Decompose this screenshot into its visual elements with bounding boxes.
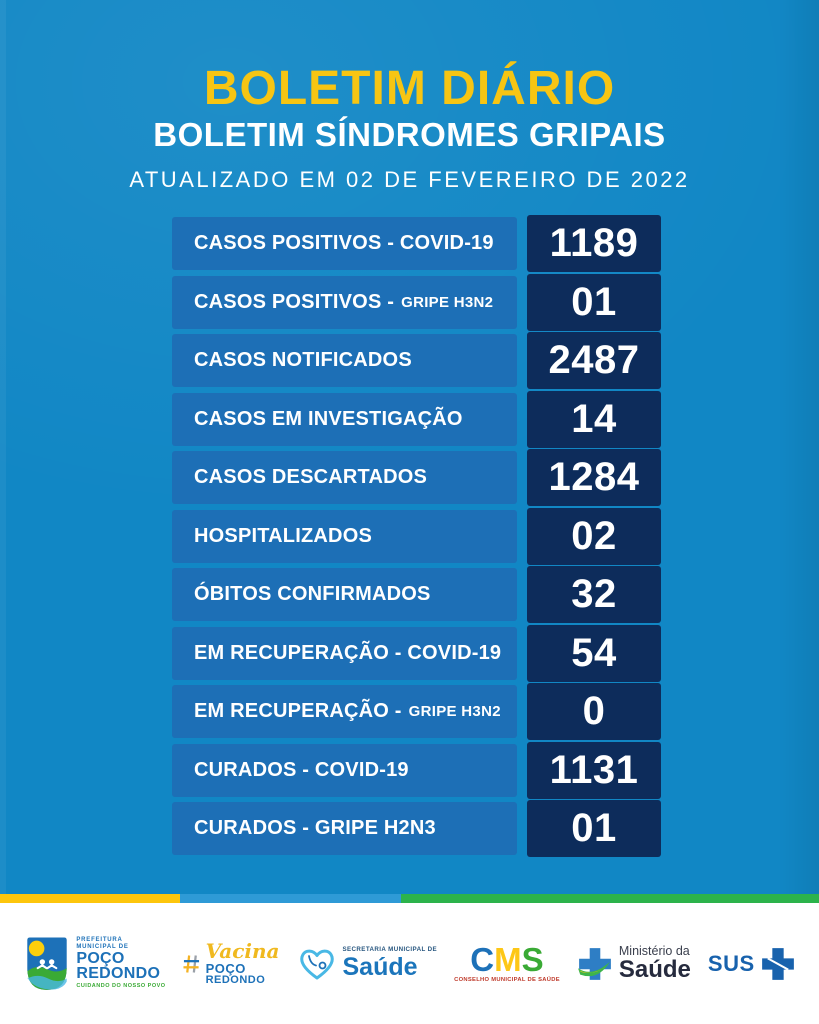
row-label-text: CASOS POSITIVOS - COVID-19 <box>194 232 494 254</box>
prefeitura-line1: PREFEITURA <box>76 937 123 944</box>
table-row: CURADOS - COVID-19 1131 <box>172 741 661 799</box>
prefeitura-tagline: CUIDANDO DO NOSSO POVO <box>76 983 166 990</box>
secretaria-text-block: SECRETARIA MUNICIPAL DE Saúde <box>343 947 438 979</box>
row-label-suffix: GRIPE H3N2 <box>401 293 494 311</box>
updated-date-line: ATUALIZADO EM 02 DE FEVEREIRO DE 2022 <box>129 167 690 193</box>
secretaria-small-text: SECRETARIA MUNICIPAL DE <box>342 946 438 954</box>
stripe-green-segment <box>401 894 819 903</box>
logo-vacina-poco-redondo: Vacina POÇO REDONDO <box>183 941 280 986</box>
cms-letter-m: M <box>494 941 522 979</box>
row-value: 01 <box>527 273 661 331</box>
page-title: BOLETIM DIÁRIO <box>203 62 616 115</box>
logo-ministerio-saude: Ministério da Saúde <box>577 945 691 983</box>
vacina-name1: POÇO <box>205 961 246 976</box>
cms-letters: CMS <box>470 943 543 976</box>
row-value: 2487 <box>527 332 661 389</box>
ministerio-cross-icon <box>577 947 611 980</box>
secretaria-big-text: Saúde <box>342 952 418 981</box>
row-value: 0 <box>527 683 661 740</box>
row-label-text: ÓBITOS CONFIRMADOS <box>194 583 431 605</box>
heart-stethoscope-icon <box>299 949 334 979</box>
row-label-suffix: GRIPE H3N2 <box>408 703 501 720</box>
logo-secretaria-saude: SECRETARIA MUNICIPAL DE Saúde <box>297 946 438 982</box>
table-row: ÓBITOS CONFIRMADOS 32 <box>172 566 661 623</box>
row-value: 14 <box>527 390 661 448</box>
logo-cms: CMS CONSELHO MUNICIPAL DE SAÚDE <box>454 943 560 984</box>
ministerio-text-block: Ministério da Saúde <box>619 945 691 983</box>
row-label-text: CASOS EM INVESTIGAÇÃO <box>194 407 463 430</box>
table-row: CASOS NOTIFICADOS 2487 <box>172 332 661 389</box>
row-label: CASOS POSITIVOS - GRIPE H3N2 <box>172 275 517 329</box>
page-subtitle: BOLETIM SÍNDROMES GRIPAIS <box>153 116 666 154</box>
row-label: ÓBITOS CONFIRMADOS <box>172 568 517 621</box>
row-label-text: CASOS DESCARTADOS <box>194 466 428 488</box>
cms-letter-s: S <box>521 941 544 979</box>
table-row: CASOS POSITIVOS - COVID-19 1189 <box>172 215 661 272</box>
table-row: CASOS POSITIVOS - GRIPE H3N2 01 <box>172 273 661 331</box>
prefeitura-name1: POÇO <box>76 950 125 968</box>
prefeitura-shield-icon <box>27 937 68 990</box>
row-value: 1189 <box>527 215 661 272</box>
row-value: 1131 <box>527 741 661 799</box>
prefeitura-name2: REDONDO <box>76 965 161 983</box>
row-label-text: CASOS NOTIFICADOS <box>194 349 412 371</box>
row-value: 32 <box>527 566 661 623</box>
row-label: CASOS NOTIFICADOS <box>172 334 517 387</box>
row-label-text: CURADOS - GRIPE H2N3 <box>194 817 436 839</box>
vacina-text-block: Vacina POÇO REDONDO <box>206 941 280 986</box>
row-value: 02 <box>527 507 661 565</box>
stats-table: CASOS POSITIVOS - COVID-19 1189 CASOS PO… <box>172 215 661 861</box>
stripe-blue-segment <box>180 894 402 903</box>
row-label: EM RECUPERAÇÃO - GRIPE H3N2 <box>172 685 517 738</box>
ministerio-small-text: Ministério da <box>618 943 690 958</box>
row-label: CASOS POSITIVOS - COVID-19 <box>172 217 517 270</box>
prefeitura-text-block: PREFEITURA MUNICIPAL DE POÇO REDONDO CUI… <box>76 937 165 990</box>
sus-cross-icon <box>761 947 794 980</box>
table-row: CURADOS - GRIPE H2N3 01 <box>172 800 661 857</box>
row-value: 54 <box>527 624 661 682</box>
row-label: CASOS DESCARTADOS <box>172 451 517 504</box>
footer-stripe <box>0 894 819 903</box>
sus-text: SUS <box>707 950 755 976</box>
row-label: CURADOS - GRIPE H2N3 <box>172 802 517 855</box>
row-label-text: EM RECUPERAÇÃO - <box>194 700 402 722</box>
ministerio-big-text: Saúde <box>618 956 691 984</box>
prefeitura-line2: MUNICIPAL DE <box>76 944 129 951</box>
table-row: HOSPITALIZADOS 02 <box>172 507 661 565</box>
table-row: CASOS DESCARTADOS 1284 <box>172 449 661 506</box>
row-label-text: EM RECUPERAÇÃO - COVID-19 <box>194 641 502 664</box>
hashtag-icon <box>183 954 199 973</box>
table-row: EM RECUPERAÇÃO - COVID-19 54 <box>172 624 661 682</box>
row-label: CURADOS - COVID-19 <box>172 743 517 797</box>
logo-sus: SUS <box>708 947 795 981</box>
row-value: 01 <box>527 800 661 857</box>
vacina-name2: REDONDO <box>205 974 266 986</box>
row-label: CASOS EM INVESTIGAÇÃO <box>172 392 517 446</box>
cms-letter-c: C <box>470 941 495 979</box>
row-label: HOSPITALIZADOS <box>172 509 517 563</box>
row-value: 1284 <box>527 449 661 506</box>
stripe-yellow-segment <box>0 894 181 903</box>
logo-prefeitura-poco-redondo: PREFEITURA MUNICIPAL DE POÇO REDONDO CUI… <box>24 936 165 992</box>
cms-subtitle: CONSELHO MUNICIPAL DE SAÚDE <box>454 977 560 984</box>
table-row: CASOS EM INVESTIGAÇÃO 14 <box>172 390 661 448</box>
vacina-script-word: Vacina <box>205 939 280 963</box>
header: BOLETIM DIÁRIO BOLETIM SÍNDROMES GRIPAIS… <box>0 0 819 193</box>
row-label-text: CURADOS - COVID-19 <box>194 758 409 781</box>
footer-logo-strip: PREFEITURA MUNICIPAL DE POÇO REDONDO CUI… <box>0 903 819 1024</box>
row-label-text: HOSPITALIZADOS <box>194 524 372 547</box>
table-row: EM RECUPERAÇÃO - GRIPE H3N2 0 <box>172 683 661 740</box>
row-label-text: CASOS POSITIVOS - <box>194 290 395 313</box>
row-label: EM RECUPERAÇÃO - COVID-19 <box>172 626 517 680</box>
